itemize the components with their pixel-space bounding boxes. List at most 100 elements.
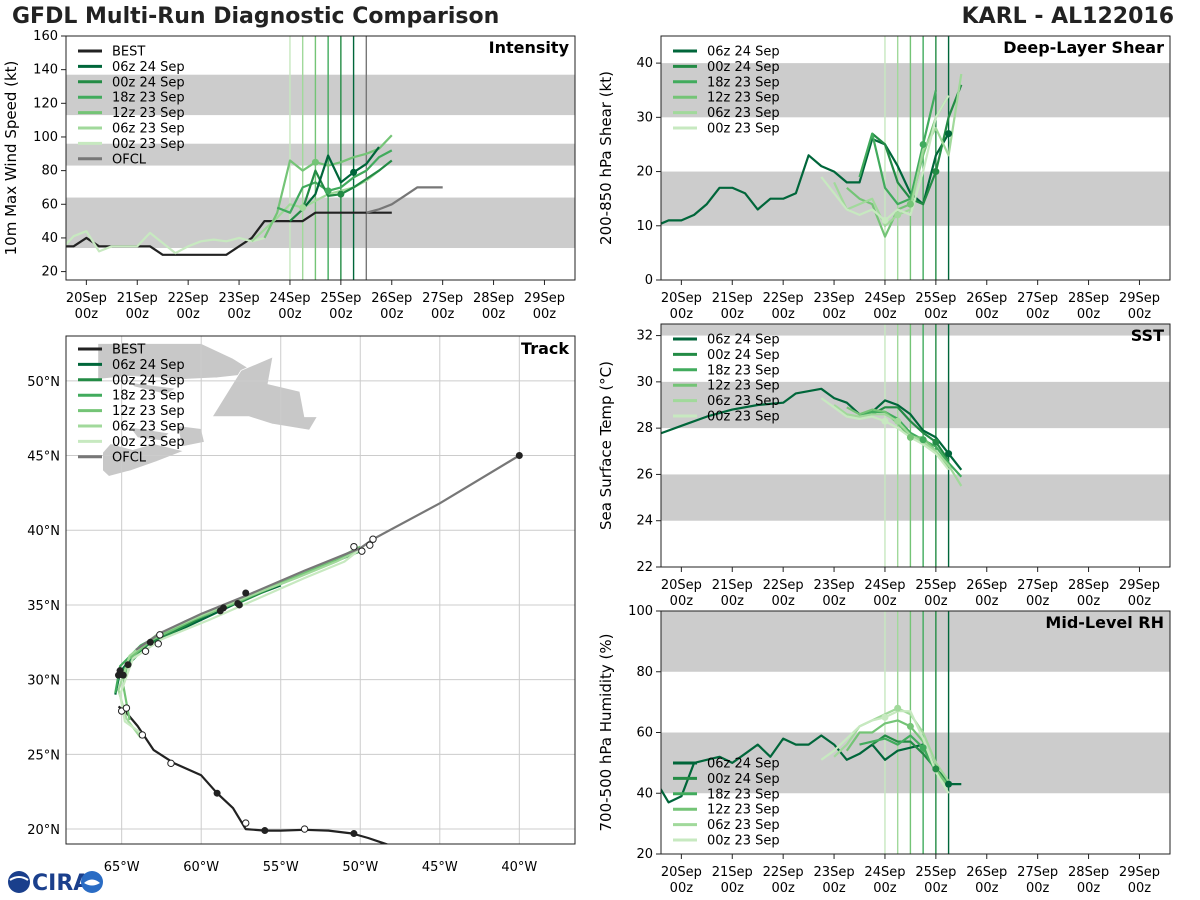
y-axis-label: 10m Max Wind Speed (kt) [2,61,20,256]
track-marker-filled [146,638,154,646]
plot-frame [65,35,576,281]
y-tick-label: 32 [636,329,653,344]
legend-label: 06z 24 Sep [112,358,185,373]
chart-track: 65°W 60°W 55°W 50°W 45°W 40°W 20°N 25°N 30°N 35°N… [27,335,576,875]
series-line [871,84,963,206]
x-tick-day: 21Sep [712,578,753,593]
track-marker-open [167,759,175,768]
y-tick-label: 60 [41,197,58,212]
threshold-band [66,143,575,166]
chart-title: Deep-Layer Shear [1003,38,1164,57]
init-point [894,417,902,425]
x-tick-day: 23Sep [219,291,260,306]
storm-id: KARL - AL122016 [961,4,1174,29]
x-tick-day: 22Sep [763,291,804,306]
legend-label: 00z 24 Sep [707,772,780,787]
lon-label: 60°W [183,860,219,875]
x-tick-hour: 00z [873,594,897,609]
x-tick-hour: 00z [176,307,200,322]
track-line [117,705,390,844]
chart-title: Track [521,339,569,358]
y-tick-label: 60 [636,726,653,741]
lon-label: 45°W [422,860,458,875]
x-tick-day: 20Sep [661,291,702,306]
x-tick-hour: 00z [975,881,999,896]
legend-label: 06z 24 Sep [707,45,780,60]
legend-label: 12z 23 Sep [707,91,780,106]
legend-label: 00z 24 Sep [112,373,185,388]
lat-label: 35°N [27,599,60,614]
init-point [906,722,914,730]
x-tick-day: 29Sep [1119,578,1160,593]
series-line [263,134,393,239]
track-marker-open [122,704,131,712]
x-tick-day: 21Sep [712,865,753,880]
init-point [945,780,953,788]
land-polygon [176,425,205,448]
y-tick-label: 100 [33,130,58,145]
x-tick-hour: 00z [1077,594,1101,609]
x-tick-day: 25Sep [915,291,956,306]
y-tick-label: 30 [636,375,653,390]
legend-label: 06z 24 Sep [112,60,185,75]
legend-label: 18z 23 Sep [707,787,780,802]
x-tick-day: 23Sep [814,578,855,593]
track-marker-open [369,535,377,543]
y-tick-label: 20 [41,265,58,280]
x-tick-day: 26Sep [966,578,1007,593]
init-point [932,438,940,446]
x-tick-hour: 00z [533,307,557,322]
legend-label: 06z 23 Sep [707,394,780,409]
x-tick-hour: 00z [975,594,999,609]
init-point [906,200,914,208]
plot-area [661,36,1170,280]
legend-label: 18z 23 Sep [112,91,185,106]
series-line [661,387,963,471]
track-marker-filled [213,789,221,797]
land-polygon [128,426,171,442]
threshold-band [661,732,1170,794]
cira-logo: CIRA [8,871,103,896]
series-line [661,133,950,225]
x-tick-day: 26Sep [966,865,1007,880]
lon-label: 55°W [263,860,299,875]
x-tick-day: 25Sep [915,578,956,593]
x-tick-hour: 00z [431,307,455,322]
x-tick-day: 29Sep [524,291,565,306]
y-axis-label: 200-850 hPa Shear (kt) [597,71,615,245]
x-tick-day: 29Sep [1119,865,1160,880]
x-tick-hour: 00z [227,307,251,322]
threshold-band [66,74,575,116]
legend-label: 00z 23 Sep [112,435,185,450]
y-tick-label: 30 [636,110,653,125]
init-point [894,211,902,219]
legend-label: 12z 23 Sep [112,106,185,121]
y-tick-label: 160 [33,29,58,44]
chart-intensity: 2040608010012014016020Sep00z21Sep00z22Se… [2,29,576,322]
lon-label: 50°W [342,860,378,875]
track-marker-filled [119,671,127,679]
y-tick-label: 20 [636,847,653,862]
x-tick-hour: 00z [975,307,999,322]
init-point [919,744,927,752]
x-tick-hour: 00z [822,307,846,322]
lat-label: 45°N [27,450,60,465]
threshold-band [66,197,575,249]
y-tick-label: 26 [636,467,653,482]
y-tick-label: 20 [636,165,653,180]
x-tick-day: 27Sep [1017,578,1058,593]
init-point [350,168,358,176]
init-point [932,765,940,773]
x-tick-hour: 00z [670,307,694,322]
x-tick-day: 20Sep [661,578,702,593]
lat-label: 25°N [27,748,60,763]
y-tick-label: 40 [636,56,653,71]
land-polygon [211,356,319,431]
init-point [945,450,953,458]
lat-label: 50°N [27,375,60,390]
x-tick-day: 20Sep [661,865,702,880]
legend-label: OFCL [112,152,147,167]
legend-label: 06z 24 Sep [707,757,780,772]
x-tick-hour: 00z [822,594,846,609]
track-marker-filled [235,601,243,609]
